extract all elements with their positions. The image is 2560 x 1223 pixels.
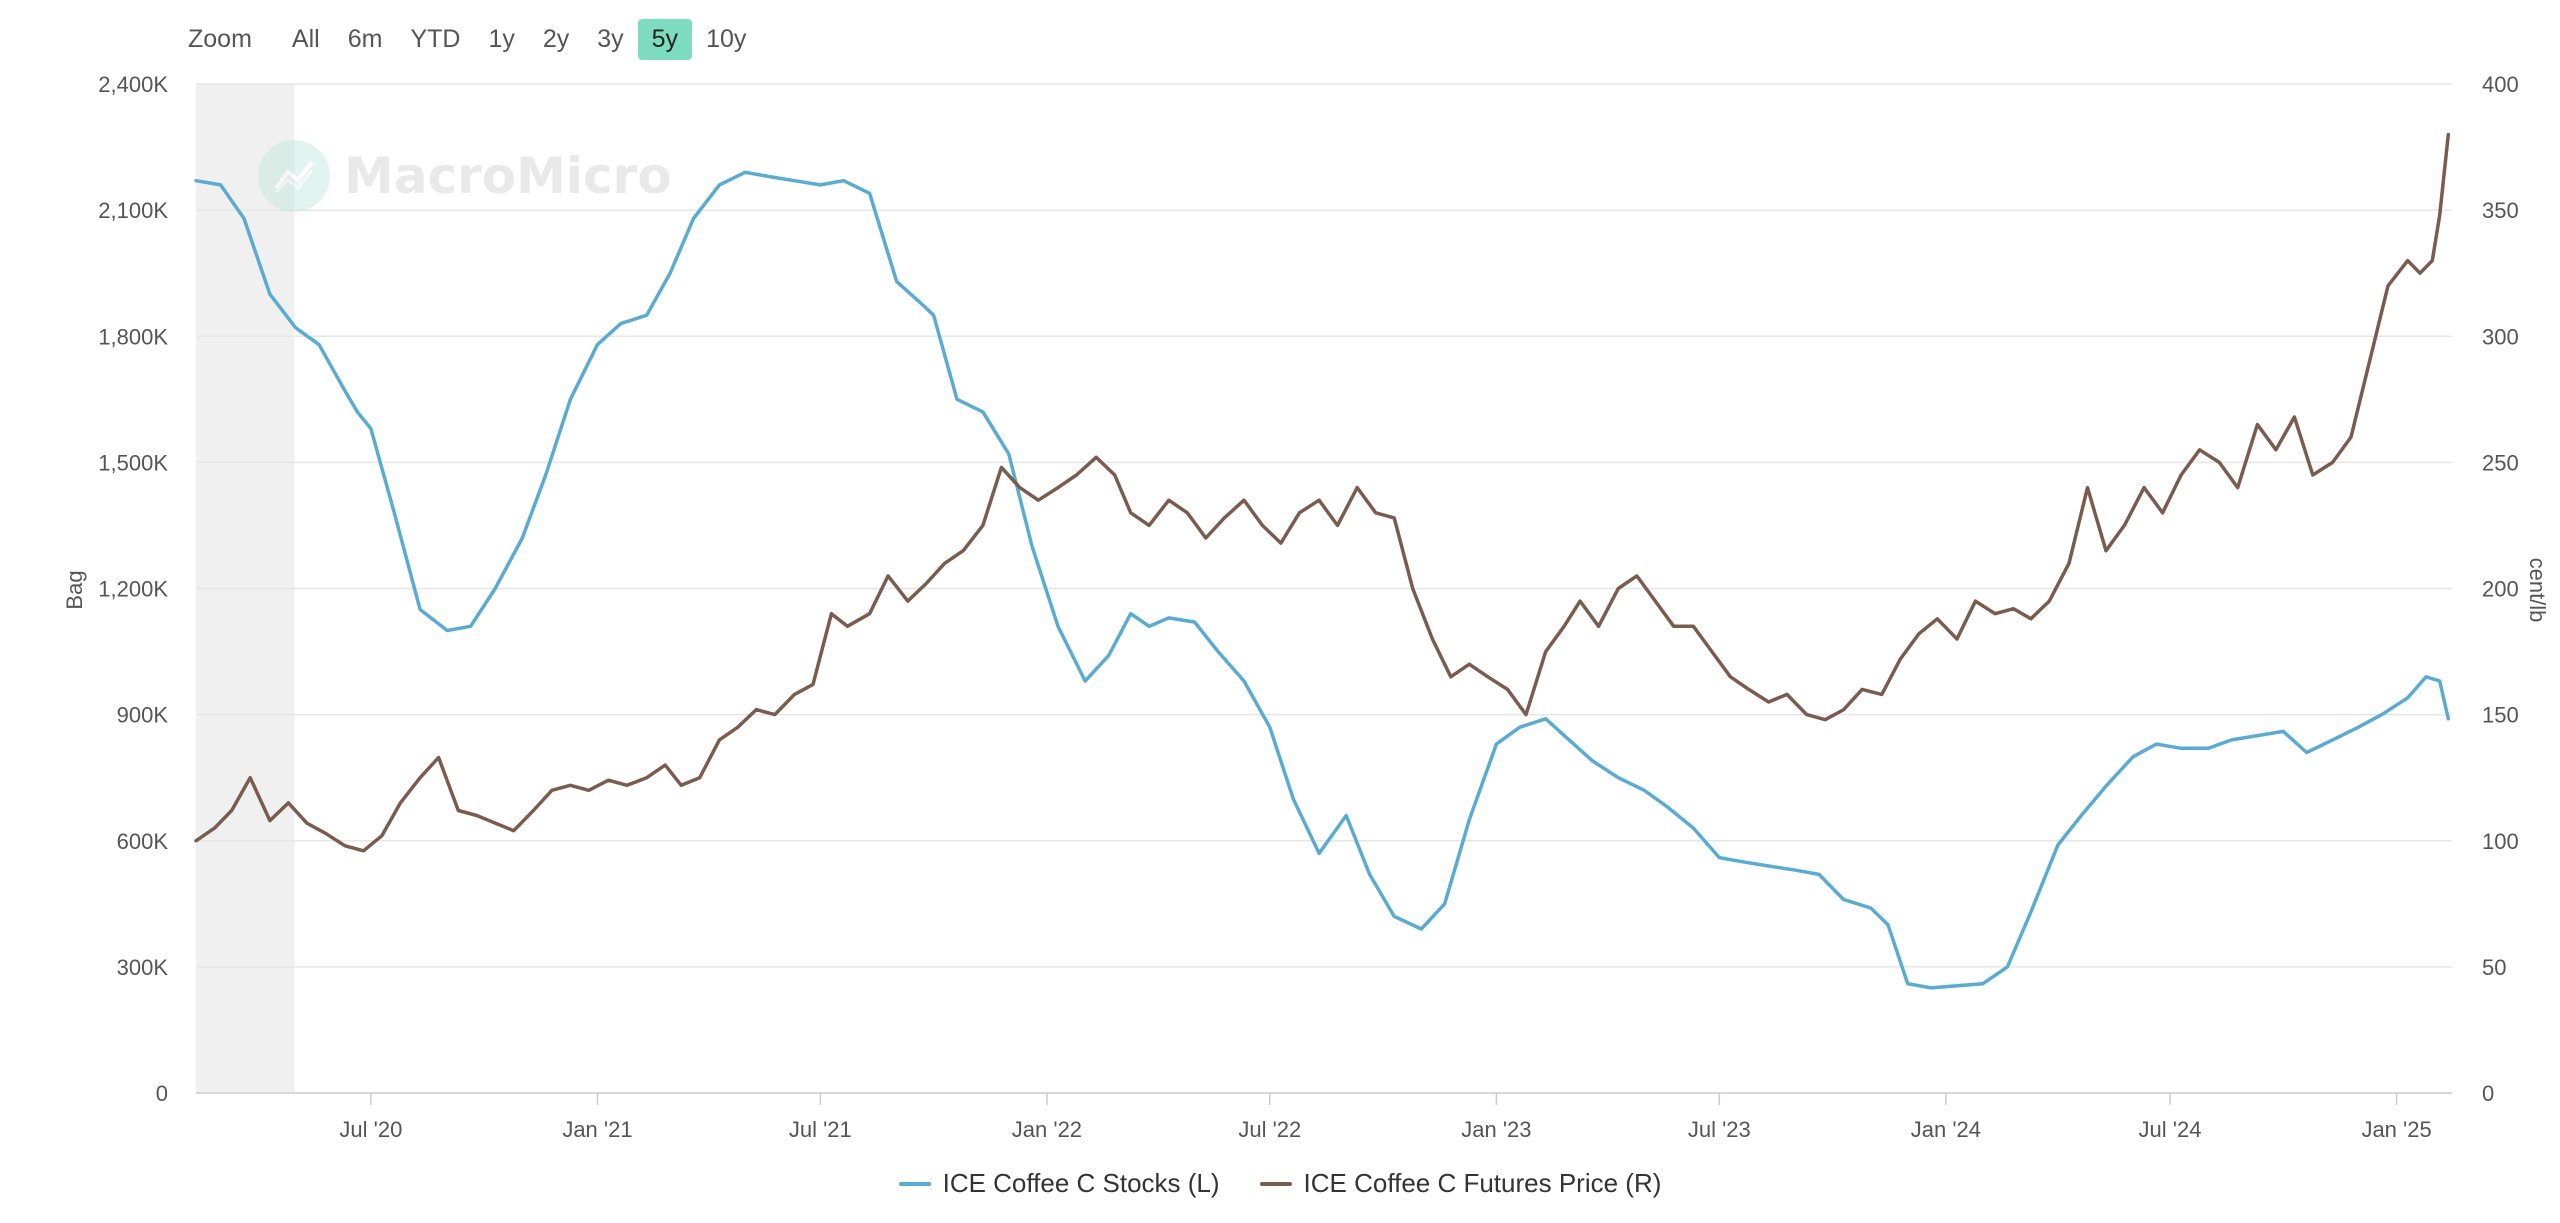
left-tick-label: 1,800K [98, 324, 168, 349]
right-tick-label: 400 [2482, 72, 2519, 97]
x-tick-label: Jan '24 [1911, 1117, 1981, 1142]
right-axis: 0 50 100 150 200 250 300 350 400 [2482, 72, 2519, 1106]
left-tick-label: 2,100K [98, 198, 168, 223]
series-line-futures[interactable] [194, 132, 2451, 853]
x-tick-label: Jan '22 [1012, 1117, 1082, 1142]
series-layer [194, 132, 2451, 990]
legend-label-futures: ICE Coffee C Futures Price (R) [1303, 1168, 1662, 1198]
legend-item-futures[interactable]: ICE Coffee C Futures Price (R) [1259, 1168, 1662, 1199]
x-tick-label: Jul '24 [2139, 1117, 2202, 1142]
right-axis-title: cent/lb [2525, 558, 2550, 623]
left-tick-label: 0 [156, 1081, 168, 1106]
right-tick-label: 300 [2482, 324, 2519, 349]
left-tick-label: 1,200K [98, 577, 168, 602]
right-tick-label: 150 [2482, 703, 2519, 728]
left-tick-label: 900K [117, 703, 169, 728]
gridlines [196, 83, 2452, 1094]
watermark-text: MacroMicro [344, 147, 672, 205]
legend-item-stocks[interactable]: ICE Coffee C Stocks (L) [898, 1168, 1220, 1199]
macromicro-logo-icon [258, 140, 330, 212]
left-axis-title: Bag [62, 570, 87, 609]
zoom-2y-button[interactable]: 2y [542, 24, 570, 53]
right-tick-label: 350 [2482, 198, 2519, 223]
right-tick-label: 200 [2482, 577, 2519, 602]
legend-swatch-futures [1259, 1181, 1292, 1186]
x-tick-label: Jul '21 [789, 1117, 852, 1142]
right-tick-label: 250 [2482, 450, 2519, 475]
x-tick-label: Jul '20 [339, 1117, 402, 1142]
x-tick-label: Jul '22 [1238, 1117, 1301, 1142]
left-tick-label: 1,500K [98, 450, 168, 475]
zoom-ytd-button[interactable]: YTD [410, 24, 461, 53]
x-tick-label: Jan '23 [1461, 1117, 1531, 1142]
zoom-10y-button[interactable]: 10y [706, 24, 747, 53]
zoom-6m-button[interactable]: 6m [347, 24, 383, 53]
x-tick-label: Jan '21 [562, 1117, 632, 1142]
zoom-bar: Zoom All 6m YTD 1y 2y 3y 5y 10y [188, 18, 760, 60]
zoom-5y-button[interactable]: 5y [637, 18, 693, 60]
right-tick-label: 100 [2482, 829, 2519, 854]
left-tick-label: 2,400K [98, 72, 168, 97]
x-tick-label: Jul '23 [1688, 1117, 1751, 1142]
right-tick-label: 0 [2482, 1081, 2494, 1106]
left-axis: 0 300K 600K 900K 1,200K 1,500K 1,800K 2,100K 2,4… [98, 72, 168, 1106]
zoom-all-button[interactable]: All [291, 24, 320, 53]
zoom-label: Zoom [188, 24, 252, 53]
x-axis: Jul '20 Jan '21 Jul '21 Jan '22 Jul '22 Jan '… [339, 1093, 2432, 1142]
legend-swatch-stocks [898, 1181, 931, 1186]
zoom-3y-button[interactable]: 3y [597, 24, 624, 53]
legend-label-stocks: ICE Coffee C Stocks (L) [942, 1168, 1220, 1198]
x-tick-label: Jan '25 [2361, 1117, 2431, 1142]
left-tick-label: 600K [117, 829, 169, 854]
legend: ICE Coffee C Stocks (L) ICE Coffee C Fut… [0, 1168, 2560, 1199]
watermark: MacroMicro [258, 140, 672, 212]
left-tick-label: 300K [117, 955, 169, 980]
zoom-1y-button[interactable]: 1y [488, 24, 515, 53]
right-tick-label: 50 [2482, 955, 2506, 980]
series-line-stocks[interactable] [194, 170, 2451, 990]
